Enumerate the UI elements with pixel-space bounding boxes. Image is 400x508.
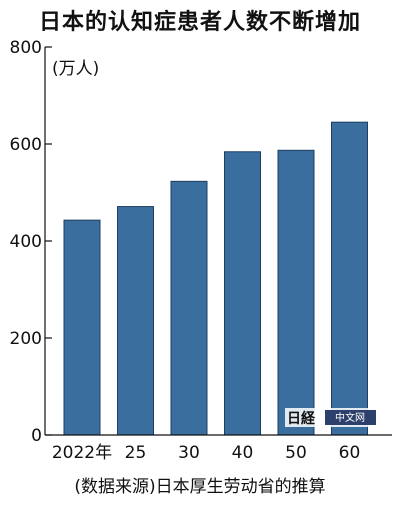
y-axis: 0 200 400 600 800 [10,38,52,446]
x-tick-label: 30 [178,443,200,463]
x-tick-label: 60 [339,443,361,463]
y-tick-label: 400 [10,232,42,252]
x-axis: 2022年 25 30 40 50 60 [45,434,392,463]
y-axis-unit-label: (万人) [52,59,99,79]
source-note: (数据来源)日本厚生劳动省的推算 [74,477,326,497]
bar-6 [331,121,368,436]
watermark-logo: 日経 中文网 [285,408,378,427]
bar-4 [224,151,261,436]
bar-5 [277,149,315,436]
y-tick-label: 800 [10,38,42,58]
y-tick-label: 600 [10,135,42,155]
x-tick-label: 2022年 [52,443,112,463]
svg-text:日経: 日経 [287,410,316,427]
bar-2 [117,206,154,436]
svg-text:中文网: 中文网 [335,411,365,424]
bar-3 [170,180,208,436]
x-tick-label: 50 [285,443,307,463]
bars [63,121,368,436]
chart-title: 日本的认知症患者人数不断增加 [38,10,361,35]
x-tick-label: 25 [125,443,147,463]
bar-1 [63,219,101,436]
x-tick-label: 40 [232,443,254,463]
y-tick-label: 0 [31,426,42,446]
y-tick-label: 200 [10,329,42,349]
